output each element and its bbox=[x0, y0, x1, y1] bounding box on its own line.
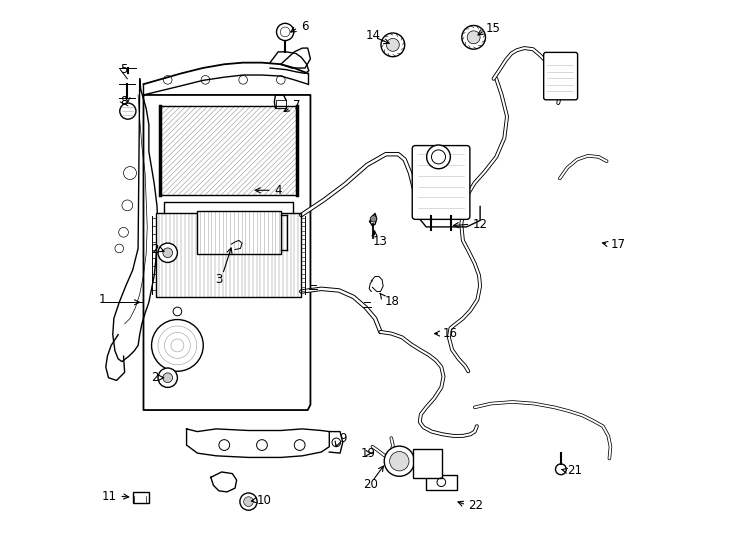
Circle shape bbox=[370, 215, 377, 222]
Text: 3: 3 bbox=[215, 273, 222, 286]
Circle shape bbox=[163, 373, 172, 382]
Bar bbox=[413, 449, 443, 478]
Bar bbox=[156, 213, 301, 297]
Circle shape bbox=[384, 446, 415, 476]
Circle shape bbox=[277, 23, 294, 40]
Text: 20: 20 bbox=[363, 478, 377, 491]
Text: 16: 16 bbox=[443, 327, 457, 340]
Text: 1: 1 bbox=[99, 293, 106, 306]
Text: 22: 22 bbox=[468, 500, 483, 512]
Bar bbox=[276, 100, 286, 108]
Text: 17: 17 bbox=[611, 238, 625, 251]
Bar bbox=[159, 106, 297, 194]
Circle shape bbox=[381, 33, 404, 57]
Circle shape bbox=[386, 38, 399, 51]
Text: 14: 14 bbox=[366, 29, 381, 42]
Circle shape bbox=[462, 25, 485, 49]
Text: 15: 15 bbox=[485, 22, 501, 35]
Circle shape bbox=[244, 497, 253, 507]
Text: 18: 18 bbox=[384, 295, 399, 308]
Circle shape bbox=[151, 320, 203, 372]
Text: 13: 13 bbox=[372, 235, 388, 248]
Circle shape bbox=[556, 464, 567, 475]
Text: 10: 10 bbox=[257, 494, 272, 507]
Text: 6: 6 bbox=[301, 20, 309, 33]
Bar bbox=[197, 211, 281, 254]
Text: 5: 5 bbox=[120, 63, 128, 76]
Circle shape bbox=[163, 248, 172, 258]
Text: 9: 9 bbox=[339, 431, 346, 444]
FancyBboxPatch shape bbox=[544, 52, 578, 100]
Text: 4: 4 bbox=[275, 184, 282, 197]
Text: 7: 7 bbox=[293, 99, 300, 112]
Circle shape bbox=[158, 243, 178, 262]
Circle shape bbox=[120, 103, 136, 119]
Circle shape bbox=[467, 31, 480, 44]
Circle shape bbox=[173, 307, 182, 316]
Text: 2: 2 bbox=[151, 371, 159, 384]
Bar bbox=[156, 213, 301, 297]
Bar bbox=[197, 211, 281, 254]
Text: 21: 21 bbox=[567, 464, 582, 477]
Text: 2: 2 bbox=[151, 243, 159, 256]
Bar bbox=[159, 106, 297, 194]
FancyBboxPatch shape bbox=[413, 146, 470, 219]
Text: 11: 11 bbox=[102, 490, 117, 503]
Text: 12: 12 bbox=[473, 218, 487, 231]
Circle shape bbox=[390, 451, 409, 471]
Text: 19: 19 bbox=[360, 447, 376, 460]
Text: 8: 8 bbox=[120, 96, 128, 109]
Circle shape bbox=[240, 493, 257, 510]
Bar bbox=[133, 492, 149, 503]
Bar bbox=[426, 475, 457, 490]
Circle shape bbox=[426, 145, 451, 168]
Circle shape bbox=[158, 368, 178, 387]
